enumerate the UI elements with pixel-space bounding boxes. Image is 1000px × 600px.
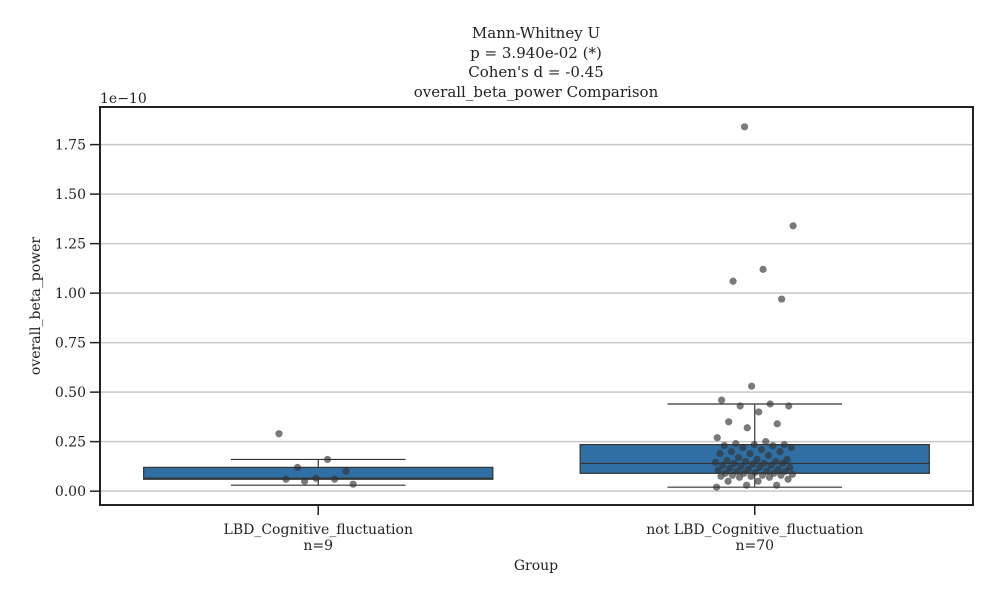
- data-point: [293, 463, 302, 471]
- data-point: [743, 481, 751, 489]
- y-ticks: 0.00 0.25 0.50 0.75 1.00 1.25 1.50 1.75: [55, 138, 100, 500]
- y-tick-label: 0.50: [55, 385, 86, 401]
- y-tick-label: 1.50: [55, 187, 86, 203]
- data-point: [754, 477, 762, 485]
- title-line-effect-size: Cohen's d = -0.45: [468, 63, 604, 81]
- data-point: [757, 445, 766, 454]
- data-point: [728, 471, 737, 479]
- data-point: [725, 418, 733, 426]
- y-tick-label: 0.25: [55, 435, 86, 451]
- x-tick-label-group: not LBD_Cognitive_fluctuation: [646, 522, 863, 538]
- data-point: [748, 382, 756, 390]
- data-point: [727, 447, 736, 456]
- data-point: [734, 453, 743, 462]
- data-point: [718, 396, 726, 404]
- data-point: [716, 449, 724, 458]
- x-axis-label: Group: [514, 558, 558, 574]
- title-line-pvalue: p = 3.940e-02 (*): [470, 43, 602, 62]
- x-tick-label-group: LBD_Cognitive_fluctuation: [224, 522, 413, 538]
- data-point: [275, 430, 283, 438]
- title-line-test: Mann-Whitney U: [471, 24, 601, 42]
- data-point: [732, 440, 740, 448]
- data-point: [755, 408, 763, 416]
- x-tick-label-count: n=9: [303, 538, 333, 554]
- data-point: [759, 265, 767, 273]
- plot-frame: [99, 106, 974, 506]
- y-axis-label: overall_beta_power: [28, 237, 44, 375]
- data-point: [300, 477, 309, 485]
- data-point: [714, 466, 722, 474]
- data-point: [711, 458, 720, 467]
- title-line-metric: overall_beta_power Comparison: [413, 82, 659, 101]
- data-point: [784, 475, 792, 483]
- data-point: [767, 461, 775, 469]
- data-point: [740, 123, 749, 131]
- boxes: [143, 403, 930, 488]
- data-point: [737, 462, 745, 470]
- data-point: [741, 457, 750, 466]
- y-tick-label: 1.25: [55, 237, 86, 253]
- data-point: [747, 472, 755, 480]
- data-point: [713, 434, 721, 442]
- data-point: [766, 400, 774, 408]
- data-point: [765, 473, 774, 481]
- data-point: [723, 456, 731, 465]
- data-point: [736, 402, 744, 410]
- data-point: [762, 438, 770, 446]
- data-point: [743, 424, 751, 432]
- data-point: [788, 470, 797, 478]
- y-tick-label: 1.75: [55, 138, 86, 154]
- data-point: [749, 460, 757, 469]
- data-point: [787, 443, 796, 452]
- data-point: [777, 471, 785, 479]
- data-point: [785, 402, 793, 410]
- data-point: [342, 467, 350, 475]
- data-point: [753, 455, 761, 464]
- data-point: [773, 420, 781, 428]
- data-point: [746, 449, 754, 458]
- data-point: [780, 441, 788, 449]
- data-point: [735, 473, 744, 481]
- data-point: [739, 443, 747, 452]
- y-tick-label: 0.00: [55, 484, 86, 500]
- data-point: [323, 455, 332, 464]
- data-point: [778, 295, 786, 303]
- data-point: [764, 451, 773, 460]
- data-point: [779, 459, 787, 468]
- data-point: [773, 481, 781, 489]
- y-offset-label: 1e−10: [100, 91, 147, 107]
- data-point: [769, 441, 777, 450]
- data-point: [717, 472, 725, 480]
- data-point: [776, 447, 784, 456]
- grid-lines: [100, 143, 973, 492]
- data-points: [275, 123, 797, 491]
- data-point: [719, 461, 727, 469]
- x-tick-label-count: n=70: [735, 538, 774, 554]
- data-point: [349, 480, 357, 488]
- data-point: [726, 464, 734, 472]
- y-tick-label: 1.00: [55, 286, 86, 302]
- data-point: [729, 277, 737, 285]
- y-tick-label: 0.75: [55, 336, 86, 352]
- data-point: [312, 474, 320, 482]
- data-point: [282, 475, 290, 483]
- chart-title: Mann-Whitney U p = 3.940e-02 (*) Cohen's…: [300, 24, 772, 102]
- data-point: [750, 441, 758, 449]
- data-point: [758, 471, 767, 479]
- data-point: [756, 463, 764, 471]
- data-point: [331, 475, 339, 483]
- data-point: [730, 459, 738, 468]
- data-point: [712, 483, 721, 491]
- data-point: [724, 477, 732, 485]
- data-point: [789, 222, 797, 230]
- data-point: [720, 441, 728, 450]
